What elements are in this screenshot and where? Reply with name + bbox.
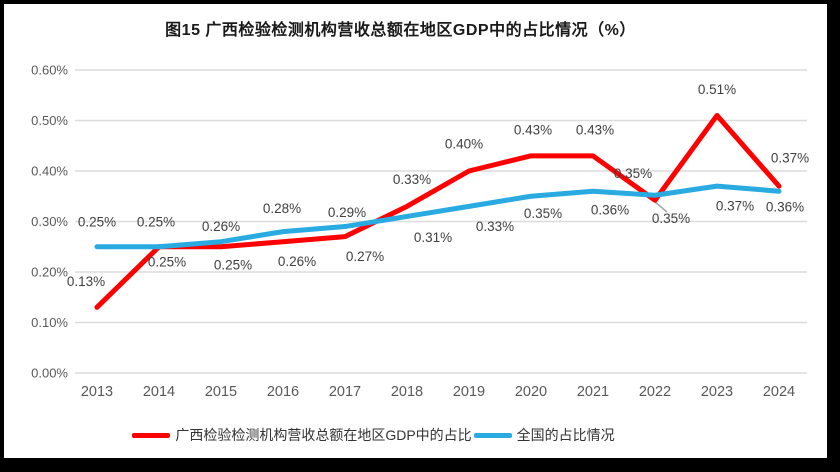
x-axis-tick-label: 2020 bbox=[515, 384, 547, 400]
data-label-guangxi: 0.27% bbox=[346, 249, 384, 264]
x-axis-tick-label: 2022 bbox=[639, 384, 671, 400]
legend-swatch-national-icon bbox=[473, 432, 512, 438]
data-label-national: 0.25% bbox=[78, 214, 116, 229]
data-label-guangxi: 0.37% bbox=[771, 151, 809, 166]
legend-item-guangxi: 广西检验检测机构营收总额在地区GDP中的占比 bbox=[132, 425, 472, 445]
data-label-national: 0.35% bbox=[652, 211, 690, 226]
data-label-guangxi: 0.33% bbox=[393, 172, 431, 187]
data-label-national: 0.25% bbox=[137, 214, 175, 229]
data-label-national: 0.35% bbox=[524, 206, 562, 221]
data-label-guangxi: 0.35% bbox=[614, 166, 652, 181]
line-chart-plot: 0.00% 0.10% 0.20% 0.30% 0.40% 0.50% 0.60% 2013 2… bbox=[31, 63, 809, 401]
data-label-guangxi: 0.43% bbox=[514, 122, 552, 137]
data-label-national: 0.31% bbox=[414, 230, 452, 245]
legend-label-national: 全国的占比情况 bbox=[516, 427, 615, 443]
x-axis-tick-label: 2014 bbox=[143, 384, 175, 400]
data-label-national: 0.36% bbox=[766, 200, 804, 215]
legend-label-guangxi: 广西检验检测机构营收总额在地区GDP中的占比 bbox=[175, 427, 472, 443]
data-label-guangxi: 0.40% bbox=[445, 137, 483, 152]
legend-item-national: 全国的占比情况 bbox=[473, 425, 615, 445]
x-axis-tick-label: 2023 bbox=[701, 384, 733, 400]
chart-legend: 广西检验检测机构营收总额在地区GDP中的占比 全国的占比情况 bbox=[4, 425, 785, 445]
data-label-national: 0.36% bbox=[591, 203, 629, 218]
x-axis-tick-label: 2017 bbox=[329, 384, 361, 400]
data-label-guangxi: 0.25% bbox=[148, 254, 186, 269]
chart-title: 图15 广西检验检测机构营收总额在地区GDP中的占比情况（%） bbox=[165, 22, 636, 39]
x-axis-tick-label: 2019 bbox=[453, 384, 485, 400]
y-axis-tick-label: 0.30% bbox=[31, 214, 68, 229]
x-axis-tick-label: 2015 bbox=[205, 384, 237, 400]
x-axis-tick-label: 2024 bbox=[763, 384, 795, 400]
y-axis-tick-label: 0.00% bbox=[31, 366, 68, 381]
data-label-guangxi: 0.25% bbox=[214, 257, 252, 272]
data-label-guangxi: 0.43% bbox=[576, 122, 614, 137]
data-label-national: 0.26% bbox=[202, 219, 240, 234]
x-axis-tick-label: 2016 bbox=[267, 384, 299, 400]
x-axis-tick-label: 2013 bbox=[81, 384, 113, 400]
data-label-guangxi: 0.51% bbox=[698, 82, 736, 97]
y-axis-tick-label: 0.10% bbox=[31, 315, 68, 330]
x-axis-tick-label: 2018 bbox=[391, 384, 423, 400]
label-leader-line bbox=[653, 200, 668, 213]
data-label-guangxi: 0.26% bbox=[278, 254, 316, 269]
data-label-national: 0.28% bbox=[263, 201, 301, 216]
data-label-national: 0.37% bbox=[716, 199, 754, 214]
y-axis-tick-label: 0.60% bbox=[31, 63, 68, 78]
data-label-guangxi: 0.13% bbox=[67, 274, 105, 289]
series-line-guangxi bbox=[94, 112, 782, 310]
series-line-national bbox=[94, 183, 782, 250]
legend-swatch-guangxi-icon bbox=[132, 432, 171, 438]
data-label-national: 0.29% bbox=[328, 205, 366, 220]
y-axis-tick-label: 0.40% bbox=[31, 164, 68, 179]
y-axis-tick-label: 0.20% bbox=[31, 265, 68, 280]
y-axis-tick-label: 0.50% bbox=[31, 113, 68, 128]
data-label-national: 0.33% bbox=[476, 219, 514, 234]
x-axis-tick-label: 2021 bbox=[577, 384, 609, 400]
